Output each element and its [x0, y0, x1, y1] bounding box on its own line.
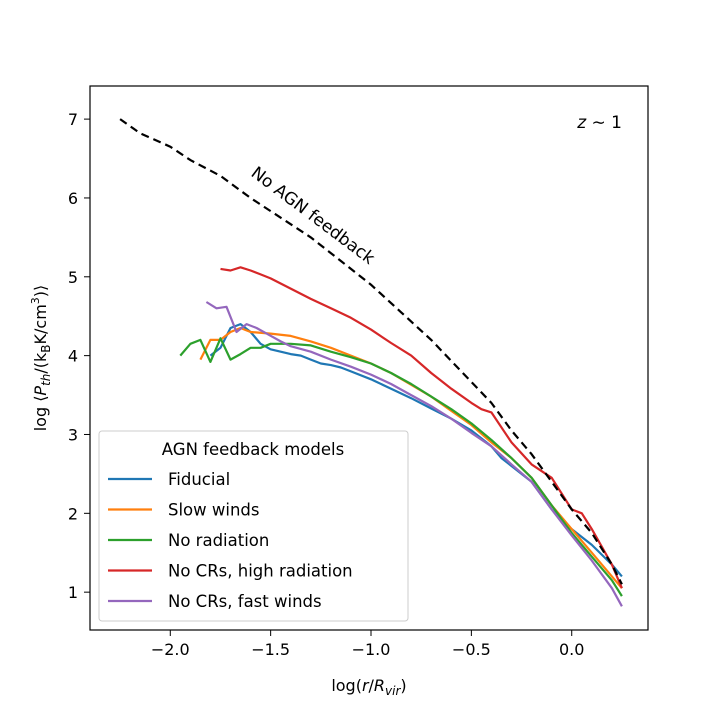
series-line-4	[205, 301, 623, 607]
reference-dashed-line	[119, 118, 623, 585]
y-tick-label: 1	[68, 583, 78, 602]
legend-entries: Fiducial Slow winds No radiation No CRs, hi…	[108, 470, 353, 611]
legend-label-4: No CRs, fast winds	[168, 592, 322, 611]
x-tick-label: −1.5	[251, 640, 290, 659]
legend-label-0: Fiducial	[168, 470, 230, 489]
x-tick-label: −1.0	[352, 640, 391, 659]
plot-lines	[119, 118, 623, 607]
x-tick-label: −2.0	[151, 640, 190, 659]
y-axis-ticks: 1 2 3 4 5 6 7	[68, 110, 90, 602]
x-axis-label: log(r/Rvir)	[331, 676, 406, 698]
y-tick-label: 2	[68, 504, 78, 523]
legend-label-1: Slow winds	[168, 501, 260, 520]
y-tick-label: 3	[68, 425, 78, 444]
y-tick-label: 5	[68, 268, 78, 287]
y-axis-label: log ⟨Pth/(kBK/cm3)⟩	[29, 285, 53, 432]
legend: AGN feedback models Fiducial Slow winds No…	[98, 430, 409, 622]
legend-label-2: No radiation	[168, 531, 269, 550]
plot-frame	[89, 85, 649, 631]
y-tick-label: 7	[68, 110, 78, 129]
y-tick-label: 4	[68, 347, 78, 366]
series-line-3	[220, 266, 623, 589]
x-tick-label: −0.5	[452, 640, 491, 659]
legend-title: AGN feedback models	[162, 440, 344, 459]
y-tick-label: 6	[68, 189, 78, 208]
legend-label-3: No CRs, high radiation	[168, 562, 353, 581]
x-axis-ticks: −2.0 −1.5 −1.0 −0.5 0.0	[151, 630, 584, 659]
series-line-2	[179, 337, 623, 597]
x-tick-label: 0.0	[559, 640, 584, 659]
redshift-label: z ∼ 1	[576, 113, 622, 133]
legend-box	[98, 430, 409, 622]
